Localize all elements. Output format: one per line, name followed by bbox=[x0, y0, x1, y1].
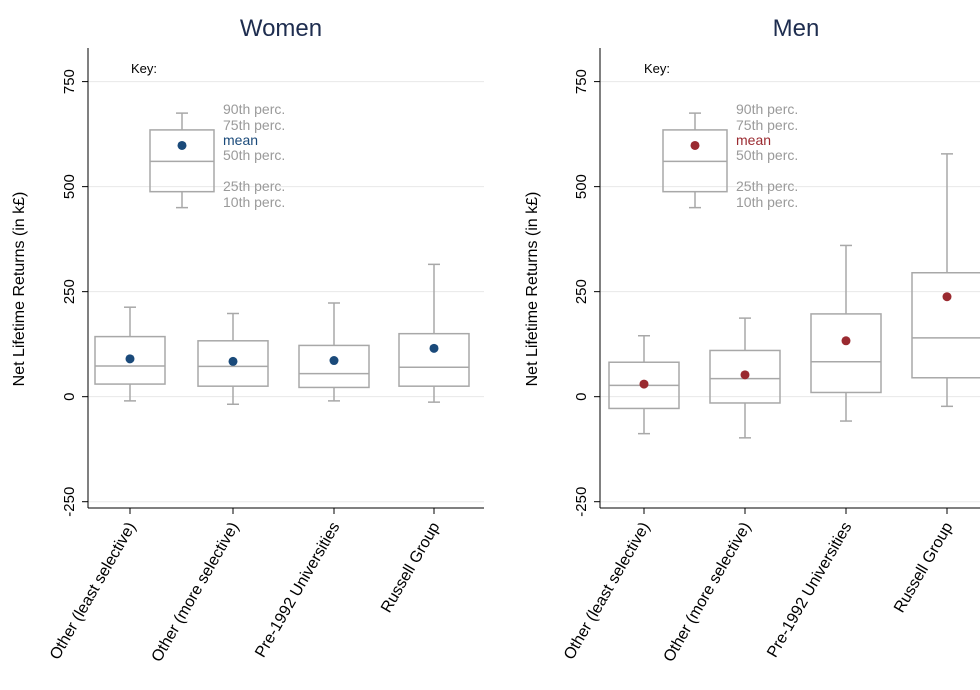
men-y-axis-title: Net Lifetime Returns (in k£) bbox=[524, 192, 541, 387]
women-box-other-more-selective-mean-marker bbox=[228, 356, 238, 366]
men-box-other-more-selective-mean-marker bbox=[740, 370, 750, 380]
women-key-box bbox=[149, 112, 215, 209]
women-box-pre-1992-universities-iqr-box bbox=[298, 344, 370, 389]
men-key-label-p10: 10th perc. bbox=[736, 194, 798, 210]
men-y-tick-label: 250 bbox=[573, 279, 590, 304]
women-key-label-p75: 75th perc. bbox=[223, 117, 285, 133]
men-box-pre-1992-universities bbox=[810, 244, 882, 422]
women-x-tick-label: Other (more selective) bbox=[149, 520, 243, 666]
men-box-russell-group-iqr-box bbox=[911, 271, 980, 379]
men-y-tick-label: 500 bbox=[573, 174, 590, 199]
women-y-tick-label: 0 bbox=[61, 393, 78, 401]
women-key-title: Key: bbox=[131, 61, 157, 76]
men-key-box-mean-marker bbox=[690, 140, 700, 150]
women-key-label-mean: mean bbox=[223, 132, 258, 148]
women-key-box-mean-marker bbox=[177, 140, 187, 150]
women-title: Women bbox=[240, 15, 322, 42]
men-key-label-p90: 90th perc. bbox=[736, 101, 798, 117]
women-y-tick-label: 500 bbox=[61, 174, 78, 199]
men-key-label-p50: 50th perc. bbox=[736, 147, 798, 163]
women-box-other-more-selective-iqr-box bbox=[197, 340, 269, 387]
men-key-label-p25: 25th perc. bbox=[736, 178, 798, 194]
women-box-russell-group-mean-marker bbox=[429, 343, 439, 353]
women-box-russell-group-iqr-box bbox=[398, 332, 470, 387]
men-y-tick-label: -250 bbox=[573, 487, 590, 517]
men-box-other-least-selective-mean-marker bbox=[639, 379, 649, 389]
women-y-tick-label: 250 bbox=[61, 279, 78, 304]
men-title: Men bbox=[773, 15, 820, 42]
men-x-tick-label: Russell Group bbox=[891, 519, 956, 615]
women-key-label-p90: 90th perc. bbox=[223, 101, 285, 117]
women-x-tick-label: Other (least selective) bbox=[47, 520, 140, 663]
women-box-other-least-selective-mean-marker bbox=[125, 354, 135, 364]
women-key-label-p25: 25th perc. bbox=[223, 178, 285, 194]
men-y-tick-label: 750 bbox=[573, 69, 590, 94]
women-box-pre-1992-universities-mean-marker bbox=[329, 356, 339, 366]
women-x-tick-label: Pre-1992 Universities bbox=[252, 520, 343, 661]
women-box-other-least-selective-iqr-box bbox=[94, 335, 166, 385]
men-box-russell-group bbox=[911, 153, 980, 408]
men-x-tick-label: Pre-1992 Universities bbox=[764, 520, 855, 661]
men-box-other-least-selective bbox=[608, 335, 680, 435]
women-key-label-p50: 50th perc. bbox=[223, 147, 285, 163]
women-y-tick-label: -250 bbox=[61, 487, 78, 517]
men-key-box bbox=[662, 112, 728, 209]
men-key-label-mean: mean bbox=[736, 132, 771, 148]
women-key-label-p10: 10th perc. bbox=[223, 194, 285, 210]
men-x-tick-label: Other (least selective) bbox=[561, 520, 654, 663]
men-x-tick-label: Other (more selective) bbox=[661, 520, 755, 666]
men-box-russell-group-mean-marker bbox=[942, 292, 952, 302]
men-box-pre-1992-universities-mean-marker bbox=[841, 336, 851, 346]
men-y-tick-label: 0 bbox=[573, 393, 590, 401]
men-key-title: Key: bbox=[644, 61, 670, 76]
men-panel: -250 0 250 500 750 Net Lifetime Returns (in k… bbox=[524, 15, 980, 665]
men-box-other-more-selective-iqr-box bbox=[709, 349, 781, 404]
women-y-axis-title: Net Lifetime Returns (in k£) bbox=[11, 192, 28, 387]
women-box-pre-1992-universities bbox=[298, 302, 370, 402]
women-box-russell-group bbox=[398, 263, 470, 403]
women-box-other-least-selective bbox=[94, 306, 166, 402]
women-y-tick-label: 750 bbox=[61, 69, 78, 94]
men-box-other-more-selective bbox=[709, 317, 781, 439]
men-key-label-p75: 75th perc. bbox=[736, 117, 798, 133]
women-box-other-more-selective bbox=[197, 312, 269, 405]
women-panel: -250 0 250 500 750 Net Lifetime Returns (in k… bbox=[11, 15, 484, 665]
men-box-pre-1992-universities-iqr-box bbox=[810, 313, 882, 394]
women-x-tick-label: Russell Group bbox=[378, 519, 443, 615]
